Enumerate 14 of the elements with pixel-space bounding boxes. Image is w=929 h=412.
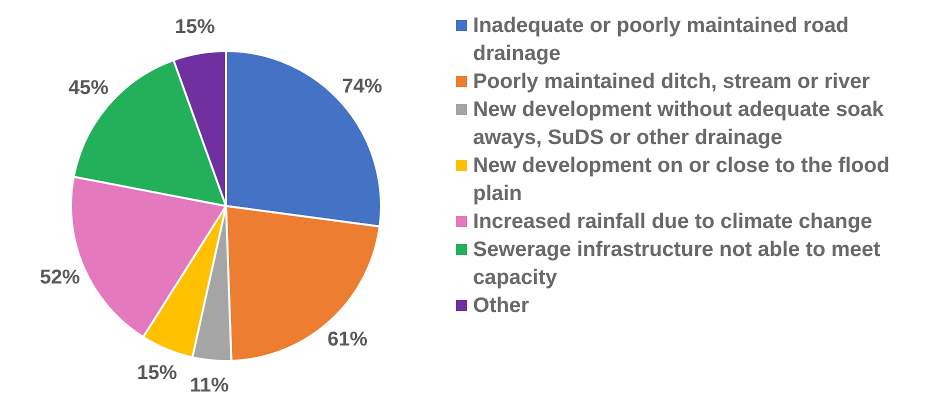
data-label: 52% (40, 266, 80, 288)
data-label: 45% (68, 76, 109, 99)
data-label: 61% (328, 328, 368, 351)
legend-label: Other (473, 293, 530, 319)
data-label: 11% (190, 374, 230, 397)
legend-label: Increased rainfall due to climate change (473, 209, 872, 235)
data-label: 74% (342, 75, 382, 98)
legend-label: New development on or close to the flood plain (473, 153, 891, 207)
legend-label: Sewerage infrastructure not able to meet capacity (473, 237, 882, 291)
legend-label: Poorly maintained ditch, stream or river (473, 69, 870, 95)
data-label: 15% (174, 16, 216, 38)
legend-label: New development without adequate soak aways, SuDS or other drainage (473, 97, 885, 151)
data-label: 15% (136, 362, 178, 384)
legend-label: Inadequate or poorly maintained road drainage (473, 13, 850, 67)
